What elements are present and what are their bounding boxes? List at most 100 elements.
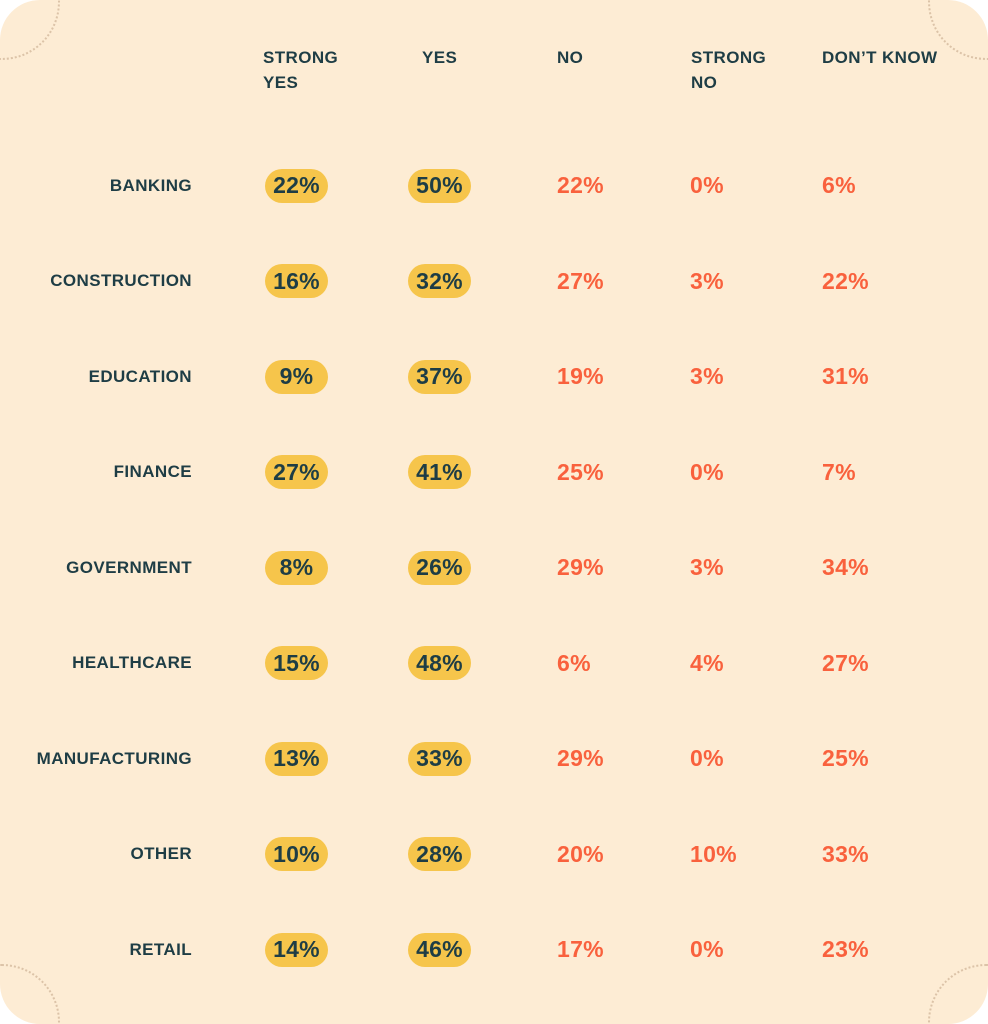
- badge-cell-yes: 28%: [408, 807, 557, 903]
- column-header-dont-know: DON’T KNOW: [822, 46, 988, 138]
- badge-strong-yes: 27%: [265, 455, 328, 490]
- value-no: 29%: [557, 554, 604, 581]
- badge-yes: 37%: [408, 359, 471, 394]
- value-strong-no: 3%: [690, 267, 724, 294]
- value-cell-no: 17%: [557, 902, 690, 998]
- value-cell-dont-know: 27%: [822, 616, 988, 712]
- value-cell-dont-know: 7%: [822, 425, 988, 521]
- value-cell-dont-know: 22%: [822, 234, 988, 330]
- badge-cell-strong-yes: 15%: [192, 616, 408, 712]
- value-cell-no: 6%: [557, 616, 690, 712]
- value-dont-know: 27%: [822, 649, 869, 676]
- row-label: HEALTHCARE: [72, 653, 192, 673]
- badge-strong-yes: 13%: [265, 741, 328, 776]
- column-header-yes-label: YES: [422, 48, 458, 67]
- value-cell-no: 20%: [557, 807, 690, 903]
- badge-cell-yes: 46%: [408, 902, 557, 998]
- value-cell-no: 25%: [557, 425, 690, 521]
- badge-cell-strong-yes: 27%: [192, 425, 408, 521]
- badge-cell-strong-yes: 22%: [192, 138, 408, 234]
- column-header-dont-know-label: DON’T KNOW: [822, 48, 938, 67]
- badge-strong-yes: 10%: [265, 837, 328, 872]
- value-strong-no: 3%: [690, 554, 724, 581]
- badge-strong-yes: 8%: [265, 550, 328, 585]
- row-label: EDUCATION: [88, 366, 192, 386]
- value-cell-no: 29%: [557, 520, 690, 616]
- badge-cell-strong-yes: 9%: [192, 329, 408, 425]
- column-header-empty: [0, 46, 192, 138]
- value-cell-strong-no: 10%: [690, 807, 822, 903]
- badge-yes: 48%: [408, 646, 471, 681]
- badge-cell-strong-yes: 16%: [192, 234, 408, 330]
- column-header-no: NO: [557, 46, 690, 138]
- badge-strong-yes: 22%: [265, 168, 328, 203]
- value-cell-strong-no: 0%: [690, 711, 822, 807]
- column-header-strong-yes: STRONG YES: [192, 46, 408, 138]
- value-dont-know: 6%: [822, 172, 856, 199]
- badge-cell-strong-yes: 8%: [192, 520, 408, 616]
- value-cell-dont-know: 31%: [822, 329, 988, 425]
- column-header-yes: YES: [408, 46, 557, 138]
- value-strong-no: 0%: [690, 936, 724, 963]
- value-cell-no: 22%: [557, 138, 690, 234]
- value-cell-no: 29%: [557, 711, 690, 807]
- value-cell-dont-know: 33%: [822, 807, 988, 903]
- row-label: CONSTRUCTION: [50, 271, 192, 291]
- badge-cell-strong-yes: 14%: [192, 902, 408, 998]
- badge-cell-yes: 26%: [408, 520, 557, 616]
- value-cell-strong-no: 0%: [690, 138, 822, 234]
- value-strong-no: 4%: [690, 649, 724, 676]
- value-cell-no: 19%: [557, 329, 690, 425]
- value-no: 25%: [557, 458, 604, 485]
- row-label: FINANCE: [113, 462, 192, 482]
- column-header-no-label: NO: [557, 48, 584, 67]
- badge-yes: 41%: [408, 455, 471, 490]
- value-cell-strong-no: 3%: [690, 329, 822, 425]
- row-label: GOVERNMENT: [66, 557, 192, 577]
- value-dont-know: 23%: [822, 936, 869, 963]
- column-header-strong-no: STRONG NO: [690, 46, 822, 138]
- value-dont-know: 33%: [822, 840, 869, 867]
- value-cell-strong-no: 0%: [690, 902, 822, 998]
- survey-table: STRONG YES YES NO STRONG NO DON’T KNOW B…: [0, 46, 988, 998]
- row-label: OTHER: [130, 844, 192, 864]
- value-dont-know: 25%: [822, 745, 869, 772]
- badge-yes: 50%: [408, 168, 471, 203]
- value-strong-no: 0%: [690, 745, 724, 772]
- badge-cell-strong-yes: 10%: [192, 807, 408, 903]
- badge-yes: 26%: [408, 550, 471, 585]
- value-no: 29%: [557, 745, 604, 772]
- value-cell-strong-no: 4%: [690, 616, 822, 712]
- value-cell-dont-know: 23%: [822, 902, 988, 998]
- row-label: RETAIL: [129, 939, 192, 959]
- value-cell-strong-no: 0%: [690, 425, 822, 521]
- badge-cell-yes: 32%: [408, 234, 557, 330]
- value-cell-dont-know: 6%: [822, 138, 988, 234]
- badge-strong-yes: 14%: [265, 932, 328, 967]
- value-dont-know: 34%: [822, 554, 869, 581]
- value-cell-dont-know: 25%: [822, 711, 988, 807]
- value-cell-strong-no: 3%: [690, 234, 822, 330]
- value-dont-know: 7%: [822, 458, 856, 485]
- value-strong-no: 0%: [690, 172, 724, 199]
- row-label: BANKING: [109, 175, 192, 195]
- value-cell-dont-know: 34%: [822, 520, 988, 616]
- badge-cell-yes: 37%: [408, 329, 557, 425]
- value-strong-no: 0%: [690, 458, 724, 485]
- badge-yes: 28%: [408, 837, 471, 872]
- column-header-strong-no-label: STRONG NO: [691, 48, 767, 92]
- value-no: 19%: [557, 363, 604, 390]
- value-no: 22%: [557, 172, 604, 199]
- value-strong-no: 10%: [690, 840, 737, 867]
- value-no: 27%: [557, 267, 604, 294]
- value-cell-strong-no: 3%: [690, 520, 822, 616]
- badge-yes: 32%: [408, 264, 471, 299]
- column-header-strong-yes-label: STRONG YES: [263, 48, 339, 92]
- badge-cell-yes: 33%: [408, 711, 557, 807]
- badge-strong-yes: 9%: [265, 359, 328, 394]
- value-strong-no: 3%: [690, 363, 724, 390]
- row-label: MANUFACTURING: [36, 748, 192, 768]
- badge-yes: 33%: [408, 741, 471, 776]
- value-dont-know: 22%: [822, 267, 869, 294]
